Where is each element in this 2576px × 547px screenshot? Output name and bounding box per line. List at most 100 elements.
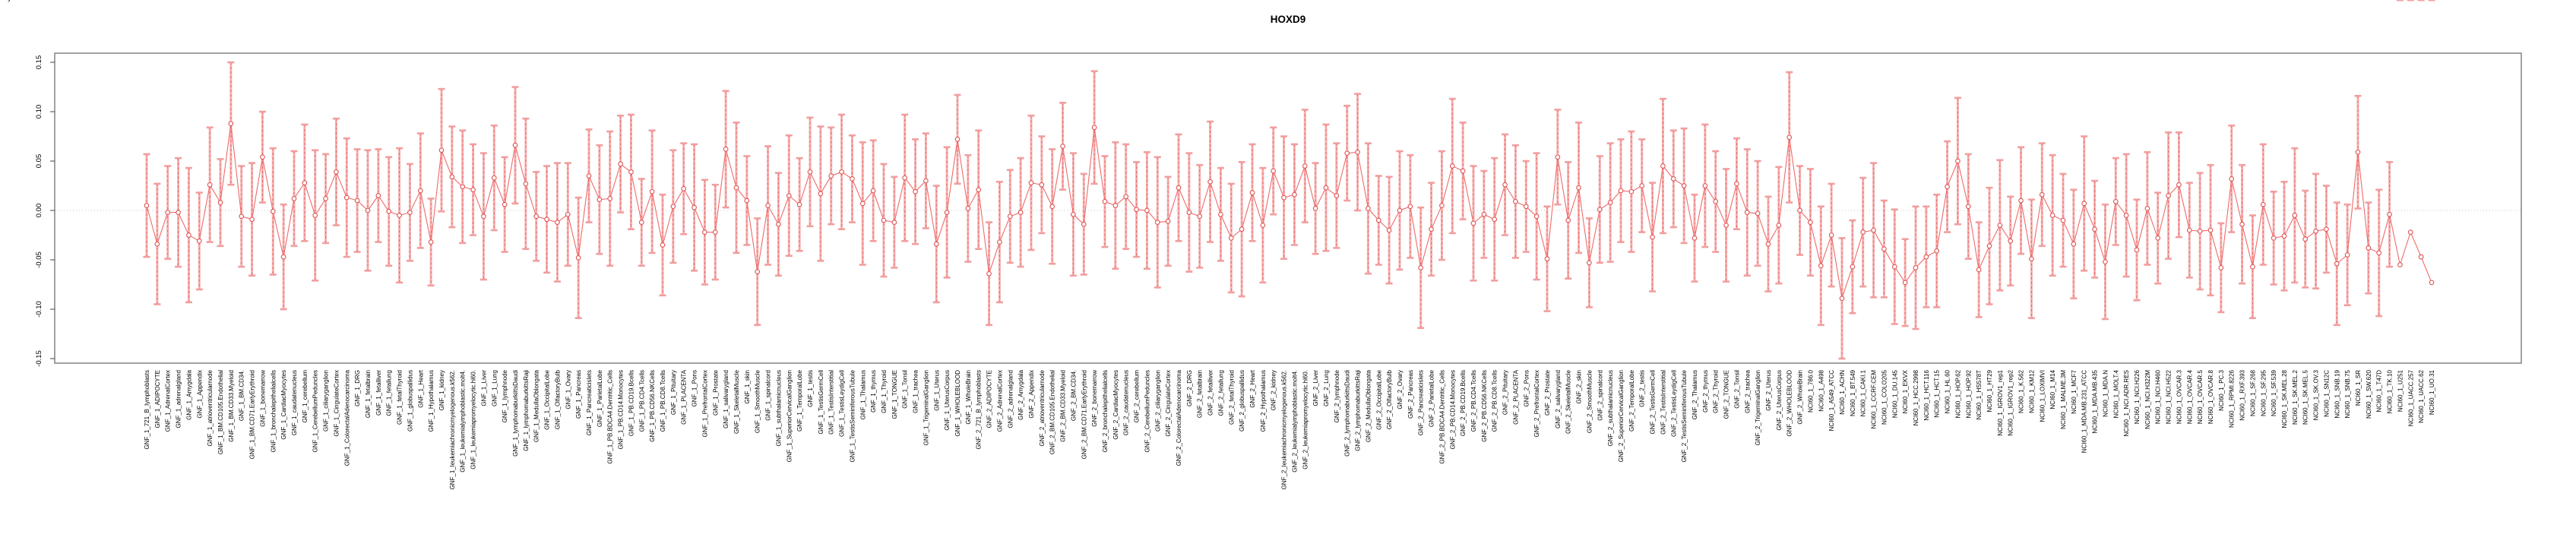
data-point-marker xyxy=(417,188,423,194)
data-point-marker xyxy=(512,142,518,148)
data-point-marker xyxy=(586,173,592,179)
data-point-marker xyxy=(343,194,350,201)
x-tick-label: GNF_2_ciliaryganglion xyxy=(1154,370,1161,432)
data-point-marker xyxy=(1839,296,1845,302)
data-point-marker xyxy=(638,220,644,225)
data-point-marker xyxy=(186,232,191,238)
data-points xyxy=(144,121,2435,302)
x-tick-label: GNF_1_PB.CD8.Tcells xyxy=(660,370,666,432)
data-point-marker xyxy=(2418,254,2424,260)
data-point-marker xyxy=(438,147,445,153)
x-tick-label: NCI60_1_SK.MEL.2 xyxy=(2292,369,2299,425)
x-tick-label: GNF_1_TONGUE xyxy=(891,370,898,419)
x-tick-label: NCI60_1_SNB.75 xyxy=(2344,369,2351,418)
x-tick-label: GNF_2_TrigeminalGanglion xyxy=(1755,370,1761,445)
x-tick-label: NCI60_1_OVCAR.3 xyxy=(2176,369,2182,424)
x-tick-label: NCI60_1_UO.31 xyxy=(2429,369,2435,415)
y-tick-label: 0.05 xyxy=(35,154,43,169)
data-point-marker xyxy=(1628,188,1635,194)
x-tick-label: GNF_2_ParietalLobe xyxy=(1429,369,1435,427)
data-point-marker xyxy=(1691,236,1698,241)
x-tick-label: NCI60_1_HCC.2998 xyxy=(1913,369,1919,425)
x-tick-label: GNF_2_bronchalepithelialcells xyxy=(1102,370,1109,453)
y-tick-label: -0.05 xyxy=(35,251,43,268)
x-tick-label: GNF_1_BM.CD71.EarlyErythroid xyxy=(249,370,256,459)
x-tick-label: GNF_1_lymphnode xyxy=(502,369,508,422)
data-point-marker xyxy=(365,207,371,213)
x-tick-label: GNF_2_OlfactoryBulb xyxy=(1386,369,1393,429)
y-axis-title: activity xyxy=(0,0,11,2)
x-tick-label: GNF_2_CerebellumPeduncles xyxy=(1144,370,1150,453)
x-tick-label: GNF_1_skin xyxy=(744,370,751,403)
data-point-marker xyxy=(428,239,434,245)
data-point-marker xyxy=(196,238,202,244)
data-point-marker xyxy=(881,217,887,223)
data-point-marker xyxy=(1312,206,1318,211)
x-tick-label: GNF_2_leukemiapromyelocytic.hl60. xyxy=(1302,370,1309,470)
x-tick-label: GNF_2_SkeletalMuscle xyxy=(1565,369,1572,434)
plot-border xyxy=(54,52,2522,364)
x-tick-label: GNF_2_DRG xyxy=(1186,370,1193,406)
data-point-marker xyxy=(2397,262,2403,267)
data-point-marker xyxy=(765,203,771,208)
x-tick-label: GNF_2_globuspallidus xyxy=(1239,370,1245,432)
x-tick-label: GNF_1_TestisSeminiferousTubule xyxy=(849,369,856,462)
data-point-marker xyxy=(280,254,286,260)
x-tick-label: GNF_1_ColorectalAdenocarcinoma xyxy=(343,369,350,466)
x-tick-label: NCI60_1_SK.MEL.28 xyxy=(2281,369,2288,428)
x-tick-label: NCI60_1_MDA.N xyxy=(2102,370,2109,417)
x-tick-label: NCI60_1_SN12C xyxy=(2323,370,2330,417)
data-point-marker xyxy=(2313,228,2318,234)
y-tick-label: 0.10 xyxy=(35,105,43,119)
x-tick-label: NCI60_1_UACC.257 xyxy=(2407,369,2414,426)
data-point-marker xyxy=(1049,204,1055,210)
data-point-marker xyxy=(1776,223,1782,228)
data-point-marker xyxy=(1375,217,1381,223)
data-point-marker xyxy=(1154,220,1160,225)
data-point-marker xyxy=(2250,264,2255,270)
data-point-marker xyxy=(1186,210,1192,215)
data-point-marker xyxy=(2281,233,2287,239)
x-tick-label: GNF_1_Heart xyxy=(417,369,424,408)
data-point-marker xyxy=(986,270,992,277)
x-tick-label: GNF_2_TestisInterstitial xyxy=(1660,370,1666,435)
x-tick-label: GNF_1_SkeletalMuscle xyxy=(733,369,740,434)
data-point-marker xyxy=(1418,265,1424,270)
data-point-marker xyxy=(1597,207,1603,213)
x-tick-label: GNF_2_Pancreaticislets xyxy=(1418,370,1425,435)
x-tick-label: GNF_1_fetalbrain xyxy=(365,370,372,418)
data-point-marker xyxy=(249,217,255,223)
data-point-marker xyxy=(1060,144,1065,149)
data-point-marker xyxy=(207,182,213,188)
data-point-marker xyxy=(481,213,486,220)
x-tick-label: GNF_1_bonemarrow xyxy=(259,370,266,427)
x-tick-label: GNF_2_BM.CD34. xyxy=(1070,370,1077,421)
x-tick-label: GNF_2_TONGUE xyxy=(1723,370,1730,419)
x-tick-label: GNF_1_BM.CD34. xyxy=(239,370,245,421)
x-tick-label: NCI60_1_RXF.393 xyxy=(2239,369,2246,420)
data-point-marker xyxy=(2334,261,2340,267)
data-point-marker xyxy=(1260,223,1266,228)
x-tick-label: GNF_1_spinalcord xyxy=(765,370,772,421)
data-point-marker xyxy=(1734,181,1739,187)
data-point-marker xyxy=(1660,163,1666,169)
x-tick-label: GNF_1_adrenalgland xyxy=(176,370,182,428)
x-tick-label: GNF_1_SuperiorCervicalGanglion xyxy=(786,370,793,462)
data-point-marker xyxy=(1407,204,1413,210)
data-point-marker xyxy=(1281,194,1286,201)
x-tick-label: GNF_1_OlfactoryBulb xyxy=(554,369,561,429)
data-point-marker xyxy=(1439,203,1445,208)
data-point-marker xyxy=(733,185,739,191)
x-tick-label: NCI60_1_U251 xyxy=(2397,369,2404,412)
data-point-marker xyxy=(1945,184,1950,190)
x-tick-label: GNF_2_Tonsil xyxy=(1733,370,1740,409)
x-tick-label: NCI60_1_OVCAR.4 xyxy=(2186,369,2193,424)
data-point-marker xyxy=(1871,227,1876,233)
x-tick-label: GNF_1_testis xyxy=(807,370,814,407)
data-point-marker xyxy=(1292,191,1297,198)
data-point-marker xyxy=(176,210,181,215)
x-tick-label: GNF_1_Lung xyxy=(491,370,498,406)
x-tick-label: GNF_1_PB.CD14.Monocytes xyxy=(618,370,625,450)
data-point-marker xyxy=(1470,220,1476,226)
data-point-marker xyxy=(1081,221,1087,227)
